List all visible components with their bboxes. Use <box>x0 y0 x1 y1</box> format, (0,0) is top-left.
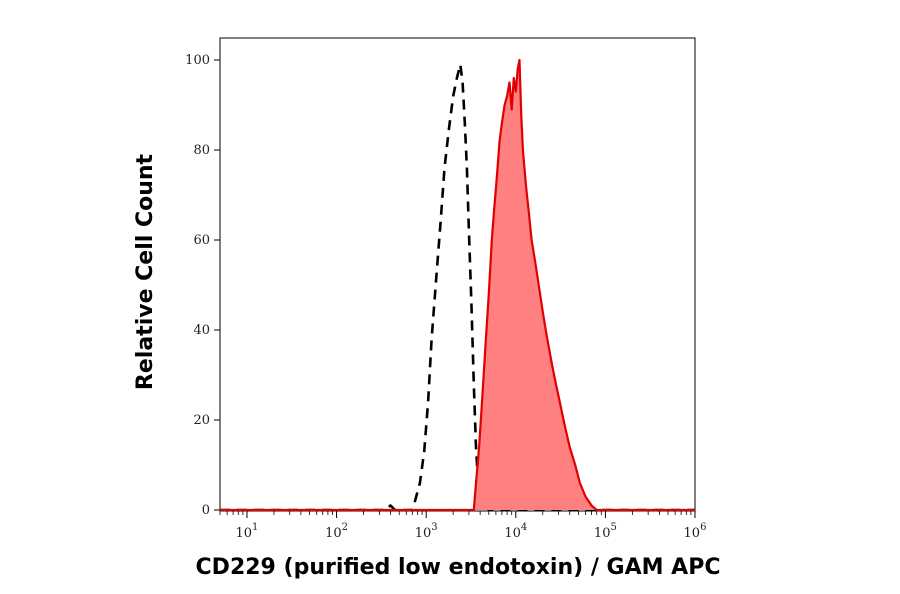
y-tick-label-0: 0 <box>202 503 210 518</box>
x-tick-label-2: 103 <box>415 522 438 541</box>
y-axis-title: Relative Cell Count <box>133 153 158 390</box>
x-tick-label-3: 104 <box>504 522 527 541</box>
y-tick-label-5: 100 <box>185 53 210 68</box>
series-layer <box>220 58 695 512</box>
x-tick-label-1: 102 <box>325 522 348 541</box>
y-tick-label-3: 60 <box>193 233 210 248</box>
x-tick-label-4: 105 <box>594 522 617 541</box>
y-tick-label-2: 40 <box>193 323 210 338</box>
x-minor-ticks <box>219 511 692 515</box>
x-axis-title: CD229 (purified low endotoxin) / GAM APC <box>196 555 721 580</box>
x-axis-ticks: 101 102 103 104 105 106 <box>236 511 707 541</box>
series-1-line <box>220 58 695 512</box>
y-tick-label-1: 20 <box>193 413 210 428</box>
y-axis-ticks: 0 20 40 60 80 100 <box>185 53 220 518</box>
x-tick-label-0: 101 <box>236 522 259 541</box>
y-tick-label-4: 80 <box>193 143 210 158</box>
series-0-line <box>220 63 695 512</box>
plot-frame <box>219 37 696 512</box>
x-tick-label-5: 106 <box>684 522 707 541</box>
